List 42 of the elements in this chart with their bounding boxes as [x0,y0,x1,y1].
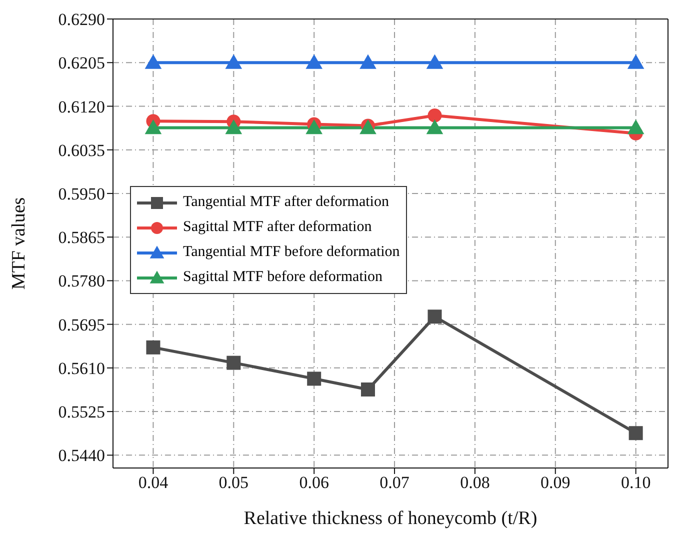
legend-label: Sagittal MTF after deformation [183,219,372,236]
point [428,310,442,324]
y-tick-label: 0.5525 [58,402,105,422]
point [426,119,444,134]
x-axis-title: Relative thickness of honeycomb (t/R) [244,508,538,529]
point [360,382,375,396]
point [144,54,162,69]
point [226,356,241,370]
point [307,372,322,386]
point [306,119,322,134]
x-tick-label: 0.07 [380,473,410,492]
legend-label: Tangential MTF after deformation [183,194,389,211]
y-tick-label: 0.5780 [58,272,105,291]
x-tick-label: 0.10 [620,473,651,492]
point [146,340,160,354]
legend-label: Tangential MTF before deformation [183,244,400,261]
legend-label: Sagittal MTF before deformation [183,269,383,286]
point [627,54,644,69]
point [426,54,444,69]
point [627,119,644,134]
point [306,54,322,69]
x-tick-label: 0.09 [540,473,570,492]
point [628,426,643,440]
y-tick-label: 0.6035 [58,140,105,160]
point [428,108,442,122]
y-tick-label: 0.5610 [58,358,105,378]
x-tick-label: 0.05 [218,473,249,492]
y-tick-label: 0.6205 [58,54,105,73]
y-tick-label: 0.5950 [58,184,105,204]
point [360,54,376,69]
y-axis-title: MTF values [8,197,30,290]
x-tick-label: 0.06 [299,473,329,492]
x-tick-label: 0.08 [460,473,490,492]
y-tick-label: 0.6120 [58,97,105,116]
y-tick-label: 0.5695 [58,315,105,334]
y-tick-label: 0.6290 [58,10,105,30]
y-tick-label: 0.5865 [58,228,105,248]
point [225,54,242,69]
point [225,119,242,134]
point [144,119,162,134]
y-tick-label: 0.5440 [58,446,105,466]
x-tick-label: 0.04 [138,473,169,492]
